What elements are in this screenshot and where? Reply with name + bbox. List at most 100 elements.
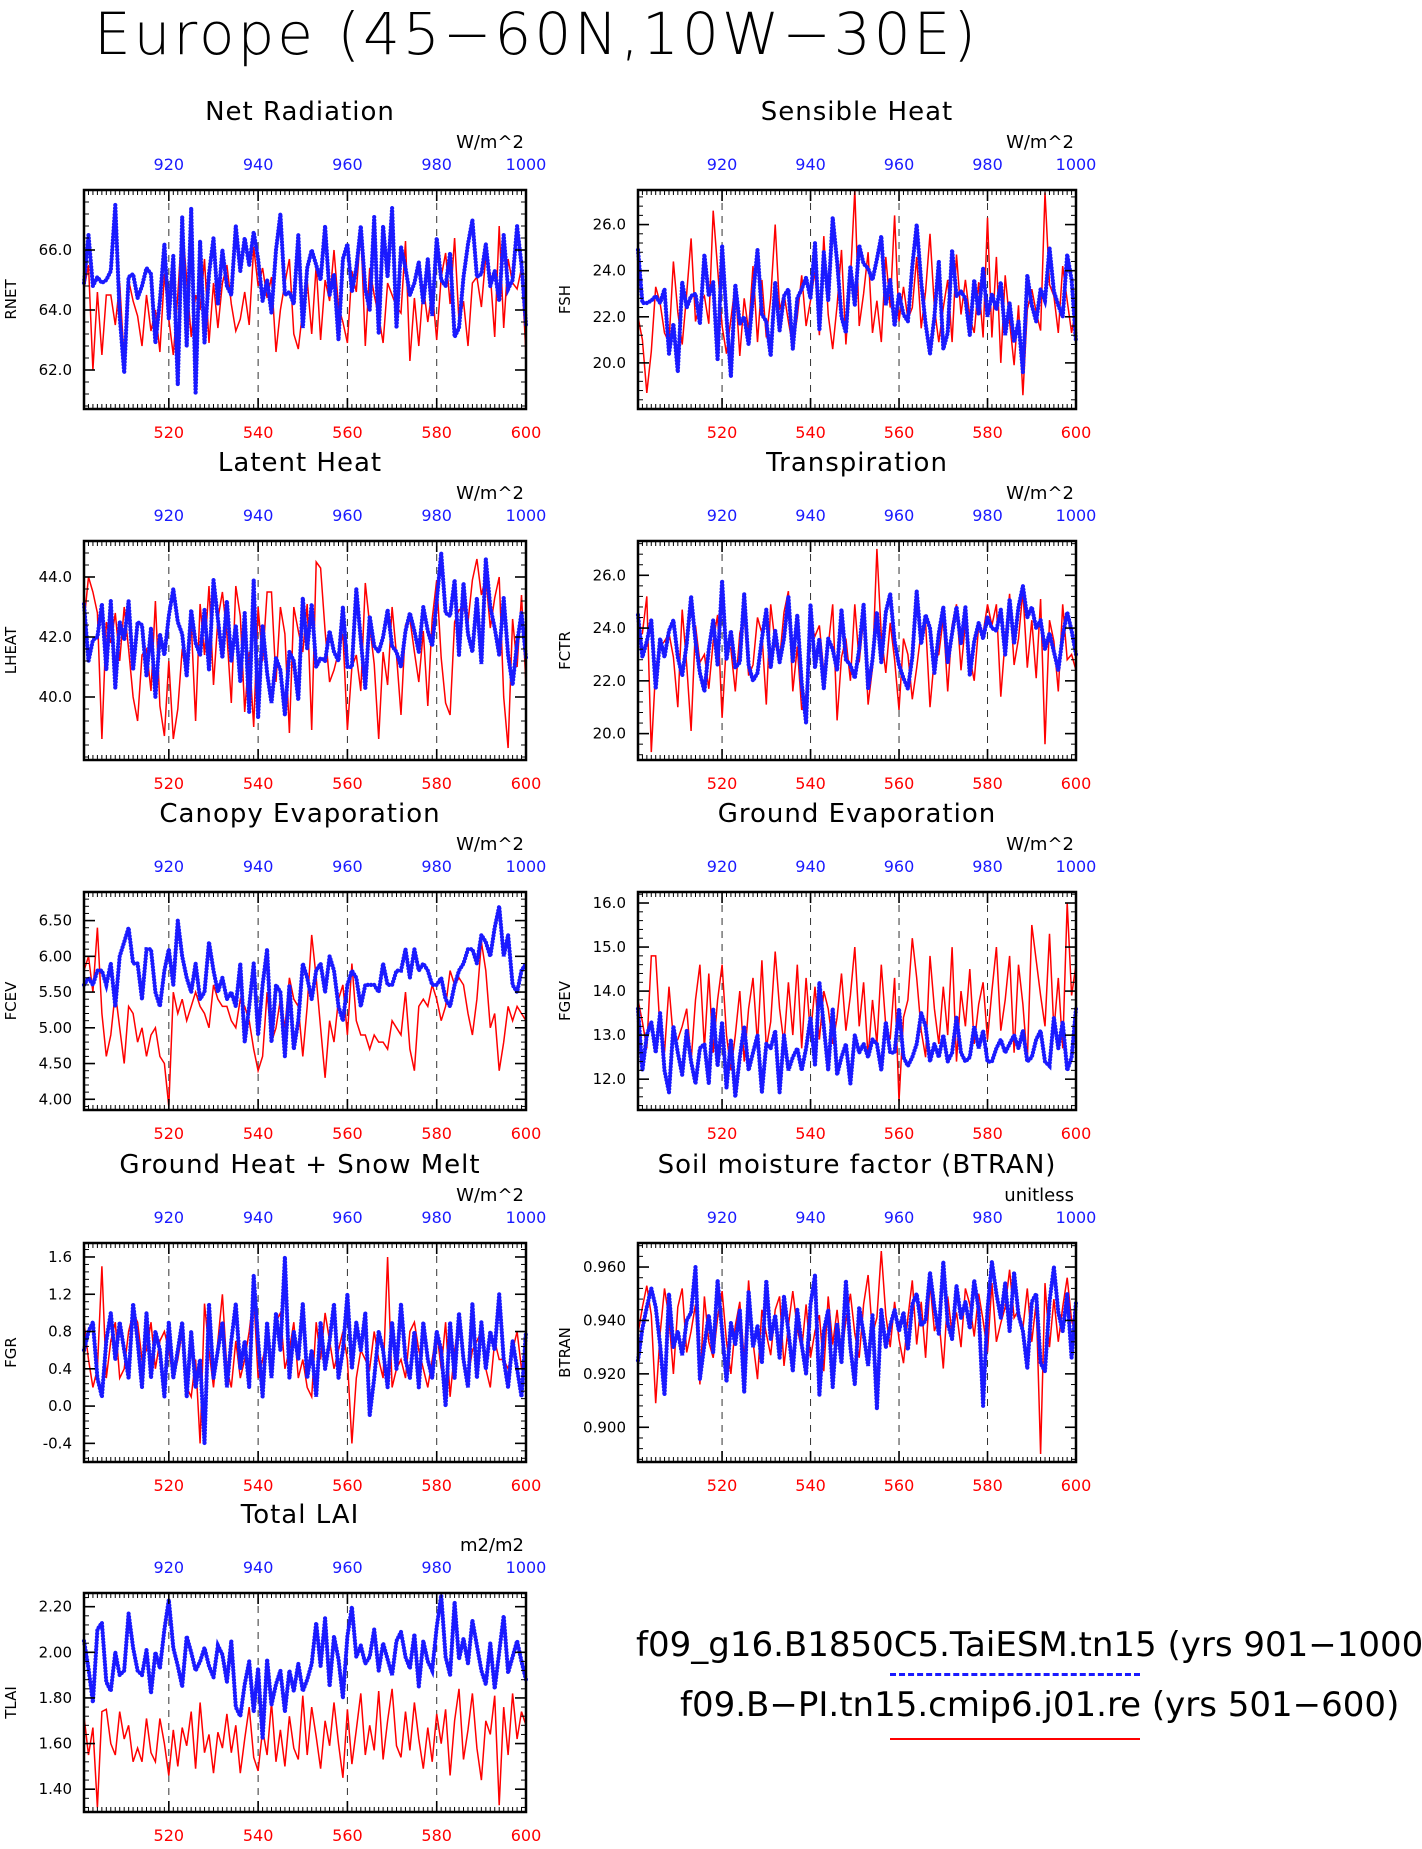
series-line-blue <box>81 204 529 395</box>
chart-panel: 520 540 560 580 600 920 940 960 980 1000 1.40 1.60 1… <box>2 1500 546 1845</box>
chart-title: Sensible Heat <box>761 97 953 127</box>
x-tick-label: 540 <box>243 1826 274 1845</box>
top-tick-label: 960 <box>332 1558 363 1577</box>
top-tick-label: 1000 <box>1056 506 1097 525</box>
y-tick-label: 1.40 <box>39 1780 72 1798</box>
plot-frame <box>82 1241 528 1464</box>
x-tick-label: 540 <box>243 1476 274 1495</box>
top-tick-label: 920 <box>154 1208 185 1227</box>
y-tick-label: 1.6 <box>48 1248 72 1266</box>
y-tick-label: 6.00 <box>39 947 72 965</box>
y-tick-label: 0.8 <box>48 1323 72 1341</box>
units-label: W/m^2 <box>456 132 524 153</box>
chart-title: Latent Heat <box>218 448 382 478</box>
plot-frame <box>636 188 1078 411</box>
series-line-red <box>83 927 527 1107</box>
y-tick-label: 2.00 <box>39 1643 72 1661</box>
x-tick-label: 580 <box>972 1124 1003 1143</box>
top-tick-label: 1000 <box>506 857 547 876</box>
units-label: W/m^2 <box>1006 834 1074 855</box>
top-tick-label: 960 <box>884 506 915 525</box>
top-tick-label: 980 <box>972 1208 1003 1227</box>
y-tick-label: 26.0 <box>593 216 626 234</box>
chart-title: Ground Evaporation <box>718 799 996 829</box>
x-tick-label: 580 <box>972 423 1003 442</box>
top-tick-label: 1000 <box>1056 1208 1097 1227</box>
top-tick-label: 940 <box>243 1558 274 1577</box>
y-tick-label: 0.920 <box>583 1365 626 1383</box>
x-tick-label: 540 <box>243 1124 274 1143</box>
top-tick-label: 960 <box>884 857 915 876</box>
y-tick-label: 4.50 <box>39 1055 72 1073</box>
x-tick-label: 560 <box>884 423 915 442</box>
x-tick-label: 540 <box>243 423 274 442</box>
y-tick-label: 2.20 <box>39 1598 72 1616</box>
y-tick-label: 64.0 <box>39 301 72 319</box>
y-axis-label: FCEV <box>2 981 20 1021</box>
x-tick-label: 560 <box>332 1124 363 1143</box>
top-tick-label: 1000 <box>506 1558 547 1577</box>
top-tick-label: 920 <box>707 155 738 174</box>
x-tick-label: 580 <box>972 774 1003 793</box>
series-line-red <box>83 1688 527 1808</box>
x-tick-label: 540 <box>795 423 826 442</box>
x-tick-label: 560 <box>332 774 363 793</box>
chart-title: Transpiration <box>765 448 948 478</box>
units-label: unitless <box>1004 1185 1074 1206</box>
units-label: W/m^2 <box>456 1185 524 1206</box>
x-tick-label: 520 <box>154 423 185 442</box>
y-axis-label: FGEV <box>556 980 574 1021</box>
chart-panel: 520 540 560 580 600 920 940 960 980 1000 -0.4 0.0 0.… <box>2 1150 546 1495</box>
top-tick-label: 940 <box>795 1208 826 1227</box>
x-tick-label: 600 <box>511 1826 542 1845</box>
top-tick-label: 980 <box>421 1208 452 1227</box>
x-tick-label: 520 <box>154 1124 185 1143</box>
top-tick-label: 980 <box>972 506 1003 525</box>
y-tick-label: 15.0 <box>593 938 626 956</box>
y-axis-label: LHEAT <box>2 626 20 674</box>
top-tick-label: 980 <box>972 155 1003 174</box>
top-tick-label: 920 <box>707 506 738 525</box>
plot-frame <box>82 1591 528 1814</box>
top-tick-label: 920 <box>154 155 185 174</box>
x-tick-label: 520 <box>154 1476 185 1495</box>
x-tick-label: 540 <box>243 774 274 793</box>
plot-frame <box>82 539 528 762</box>
top-tick-label: 980 <box>972 857 1003 876</box>
x-tick-label: 520 <box>707 1124 738 1143</box>
plot-frame <box>636 539 1078 762</box>
y-axis-label: FCTR <box>556 631 574 670</box>
x-tick-label: 580 <box>421 774 452 793</box>
top-tick-label: 940 <box>243 506 274 525</box>
chart-panel: 520 540 560 580 600 920 940 960 980 1000 62.0 64.0 6… <box>2 97 546 442</box>
series-line-red <box>637 548 1077 753</box>
top-tick-label: 980 <box>421 506 452 525</box>
chart-title: Ground Heat + Snow Melt <box>119 1150 480 1180</box>
y-tick-label: 0.0 <box>48 1397 72 1415</box>
y-tick-label: 66.0 <box>39 241 72 259</box>
x-tick-label: 560 <box>884 1124 915 1143</box>
y-tick-label: 42.0 <box>39 628 72 646</box>
top-tick-label: 940 <box>243 857 274 876</box>
legend-blue-swatch <box>890 1673 1140 1676</box>
top-tick-label: 940 <box>243 1208 274 1227</box>
legend-red-label: f09.B−PI.tn15.cmip6.j01.re (yrs 501−600) <box>680 1685 1400 1725</box>
x-tick-label: 520 <box>154 774 185 793</box>
top-tick-label: 1000 <box>506 155 547 174</box>
y-tick-label: 16.0 <box>593 894 626 912</box>
y-tick-label: 24.0 <box>593 262 626 280</box>
plot-frame <box>82 188 528 411</box>
y-tick-label: 1.80 <box>39 1689 72 1707</box>
series-line-blue <box>81 1595 529 1740</box>
chart-title: Soil moisture factor (BTRAN) <box>658 1150 1057 1180</box>
plot-frame <box>82 890 528 1112</box>
chart-title: Canopy Evaporation <box>159 799 440 829</box>
y-axis-label: RNET <box>2 279 20 320</box>
y-tick-label: 13.0 <box>593 1026 626 1044</box>
x-tick-label: 560 <box>884 774 915 793</box>
series-line-blue <box>81 552 529 719</box>
y-tick-label: 5.00 <box>39 1019 72 1037</box>
units-label: W/m^2 <box>1006 132 1074 153</box>
y-tick-label: 20.0 <box>593 725 626 743</box>
y-tick-label: 4.00 <box>39 1090 72 1108</box>
